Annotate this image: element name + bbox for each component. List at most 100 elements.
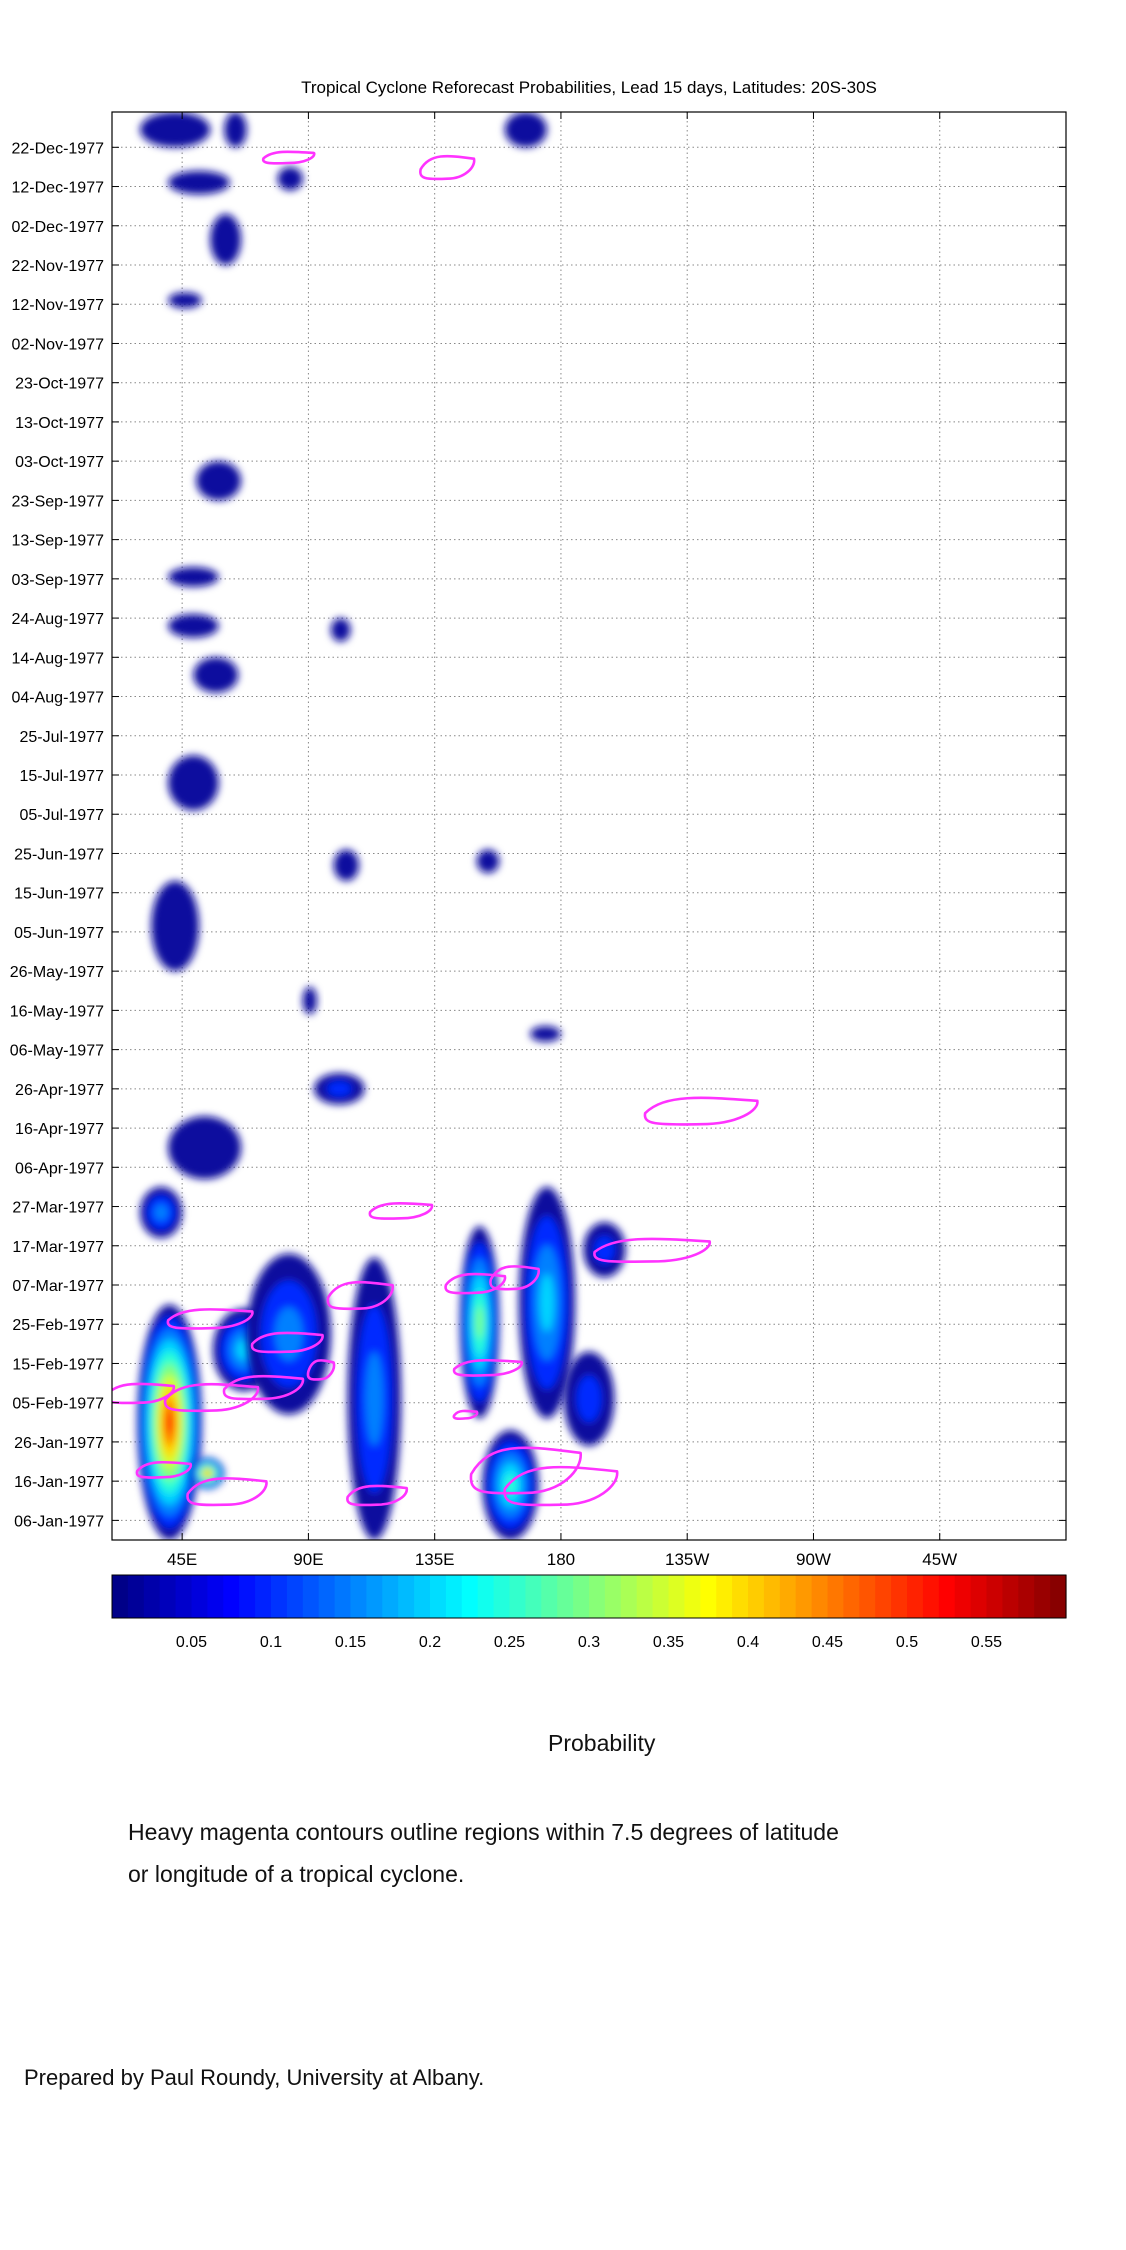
colorbar-swatch <box>398 1575 415 1618</box>
colorbar-swatch <box>557 1575 574 1618</box>
probability-region <box>583 1222 626 1278</box>
colorbar-tick-label: 0.55 <box>971 1634 1002 1651</box>
chart-title: Tropical Cyclone Reforecast Probabilitie… <box>301 78 877 97</box>
y-tick-label: 06-Apr-1977 <box>15 1160 104 1177</box>
probability-region <box>224 112 247 148</box>
probability-level <box>168 614 219 638</box>
caption-line-2: or longitude of a tropical cyclone. <box>128 1861 465 1887</box>
colorbar-swatch <box>748 1575 765 1618</box>
colorbar-swatch <box>843 1575 860 1618</box>
colorbar-swatch <box>414 1575 431 1618</box>
colorbar-label: Probability <box>548 1730 656 1756</box>
caption-line-1: Heavy magenta contours outline regions w… <box>128 1819 839 1845</box>
y-tick-label: 25-Feb-1977 <box>12 1317 104 1334</box>
x-tick-label: 180 <box>547 1550 575 1569</box>
x-tick-label: 45E <box>167 1550 197 1569</box>
probability-level <box>277 166 303 191</box>
probability-level <box>168 567 219 587</box>
probability-region <box>333 849 359 881</box>
probability-level <box>196 461 242 501</box>
cyclone-contour <box>166 1308 254 1330</box>
colorbar-swatch <box>350 1575 367 1618</box>
cyclone-contour <box>186 1477 268 1507</box>
y-tick-label: 13-Oct-1977 <box>15 415 104 432</box>
cyclone-contour <box>452 1409 479 1421</box>
y-tick-label: 27-Mar-1977 <box>12 1200 104 1217</box>
probability-region <box>277 166 303 191</box>
y-tick-label: 24-Aug-1977 <box>11 611 104 628</box>
colorbar-swatch <box>875 1575 892 1618</box>
cyclone-contour <box>112 1382 176 1405</box>
colorbar-swatch <box>207 1575 224 1618</box>
plot-area <box>112 112 1066 1540</box>
colorbar-swatch <box>763 1575 781 1618</box>
colorbar-swatch <box>223 1575 240 1618</box>
probability-region <box>210 214 242 265</box>
colorbar-swatch <box>573 1575 590 1618</box>
colorbar-swatch <box>827 1575 844 1618</box>
colorbar-swatch <box>334 1575 352 1618</box>
colorbar-tick-label: 0.3 <box>578 1634 600 1651</box>
credit-line: Prepared by Paul Roundy, University at A… <box>24 2065 485 2090</box>
y-tick-label: 07-Mar-1977 <box>12 1278 104 1295</box>
y-tick-label: 16-Apr-1977 <box>15 1121 104 1138</box>
probability-region <box>482 1430 539 1540</box>
colorbar-ticks: 0.05 0.1 0.15 0.2 0.25 0.3 0.35 0.4 0.45 0.5 0.55 <box>176 1634 1002 1651</box>
probability-region <box>140 112 211 148</box>
probability-level <box>168 292 202 309</box>
y-tick-label: 23-Sep-1977 <box>11 493 104 510</box>
probability-level <box>476 1306 483 1339</box>
colorbar-swatch <box>907 1575 924 1618</box>
y-tick-label: 23-Oct-1977 <box>15 376 104 393</box>
cyclone-contour <box>222 1374 305 1401</box>
colorbar-swatch <box>684 1575 701 1618</box>
colorbar-swatch <box>1002 1575 1019 1618</box>
cyclone-contour <box>346 1484 409 1507</box>
cyclone-contour <box>503 1465 619 1507</box>
y-tick-label: 15-Jun-1977 <box>14 886 104 903</box>
colorbar-swatch <box>922 1575 940 1618</box>
y-tick-label: 15-Jul-1977 <box>20 768 105 785</box>
colorbar-swatch <box>636 1575 654 1618</box>
probability-region <box>476 849 500 874</box>
probability-level <box>166 1410 173 1435</box>
y-tick-label: 22-Nov-1977 <box>12 258 105 275</box>
colorbar-swatch <box>509 1575 526 1618</box>
probability-level <box>151 880 199 972</box>
y-tick-label: 16-May-1977 <box>10 1003 104 1020</box>
x-tick-label: 90E <box>293 1550 323 1569</box>
y-tick-label: 05-Jun-1977 <box>14 925 104 942</box>
colorbar-swatch <box>620 1575 638 1618</box>
colorbar-swatch <box>493 1575 511 1618</box>
cyclone-contour <box>419 154 476 181</box>
probability-region <box>168 567 219 587</box>
x-tick-label: 135E <box>415 1550 455 1569</box>
colorbar-swatch <box>318 1575 336 1618</box>
colorbar-swatch <box>779 1575 797 1618</box>
colorbar-swatch <box>461 1575 479 1618</box>
probability-level <box>539 1273 554 1332</box>
colorbar-swatch <box>159 1575 177 1618</box>
colorbar-swatch <box>286 1575 304 1618</box>
probability-region <box>563 1351 615 1446</box>
colorbar-tick-label: 0.45 <box>812 1634 843 1651</box>
probability-level <box>576 1375 602 1423</box>
y-tick-label: 03-Sep-1977 <box>11 572 104 589</box>
colorbar-swatch <box>954 1575 972 1618</box>
probability-region <box>530 1026 561 1042</box>
y-tick-label: 15-Feb-1977 <box>12 1356 104 1373</box>
colorbar-tick-label: 0.35 <box>653 1634 684 1651</box>
y-tick-label: 26-May-1977 <box>10 964 104 981</box>
probability-field <box>137 112 626 1540</box>
colorbar-swatch <box>986 1575 1003 1618</box>
x-axis: 45E 90E 135E 180 135W 90W 45W <box>167 112 957 1569</box>
probability-level <box>365 1351 384 1446</box>
probability-region <box>151 880 199 972</box>
probability-region <box>140 1186 183 1238</box>
probability-region <box>302 986 317 1015</box>
y-tick-label: 05-Feb-1977 <box>12 1396 104 1413</box>
colorbar-swatches <box>112 1575 1067 1618</box>
probability-level <box>224 112 247 148</box>
colorbar-swatch <box>477 1575 495 1618</box>
